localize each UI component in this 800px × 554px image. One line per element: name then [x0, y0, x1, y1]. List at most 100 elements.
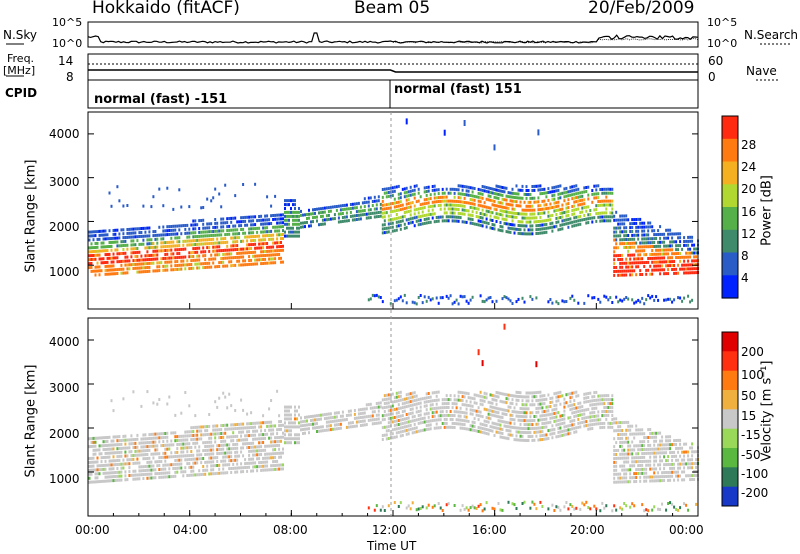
- heatmap-cell: [505, 210, 508, 214]
- heatmap-cell: [395, 216, 398, 220]
- heatmap-cell: [403, 211, 406, 214]
- heatmap-cell: [651, 294, 654, 298]
- heatmap-cell: [513, 231, 516, 235]
- heatmap-cell: [457, 410, 460, 414]
- heatmap-cell: [641, 229, 644, 233]
- heatmap-cell: [535, 507, 538, 511]
- heatmap-cell: [278, 241, 281, 245]
- heatmap-cell: [180, 267, 183, 271]
- heatmap-cell: [471, 190, 474, 194]
- heatmap-cell: [385, 405, 388, 409]
- heatmap-cell: [453, 215, 456, 219]
- heatmap-cell: [118, 199, 121, 203]
- heatmap-cell: [413, 422, 416, 426]
- heatmap-cell: [463, 427, 466, 431]
- heatmap-cell: [152, 436, 155, 440]
- heatmap-cell: [689, 263, 692, 267]
- heatmap-cell: [565, 222, 568, 226]
- heatmap-cell: [535, 399, 538, 403]
- heatmap-cell: [238, 255, 241, 259]
- heatmap-cell: [509, 405, 512, 409]
- heatmap-cell: [220, 432, 223, 435]
- heatmap-cell: [176, 236, 179, 240]
- heatmap-cell: [673, 260, 676, 263]
- heatmap-cell: [527, 423, 530, 427]
- heatmap-cell: [403, 187, 406, 191]
- heatmap-cell: [391, 217, 394, 221]
- heatmap-cell: [511, 215, 514, 219]
- heatmap-cell: [122, 397, 125, 401]
- heatmap-cell: [270, 257, 273, 261]
- heatmap-cell: [525, 399, 528, 403]
- heatmap-cell: [559, 418, 562, 422]
- heatmap-cell: [276, 467, 279, 471]
- heatmap-cell: [555, 220, 558, 224]
- heatmap-cell: [559, 402, 562, 406]
- heatmap-cell: [479, 426, 482, 430]
- vel-cb-tick-100: 100: [741, 368, 764, 382]
- heatmap-cell: [198, 469, 201, 473]
- heatmap-cell: [667, 244, 670, 248]
- heatmap-cell: [124, 259, 127, 263]
- heatmap-cell: [575, 426, 578, 430]
- heatmap-cell: [453, 300, 456, 304]
- heatmap-cell: [617, 437, 620, 440]
- heatmap-cell: [503, 412, 506, 416]
- heatmap-cell: [467, 508, 470, 512]
- heatmap-cell: [631, 245, 634, 249]
- heatmap-cell: [483, 300, 486, 304]
- heatmap-cell: [669, 232, 672, 236]
- heatmap-cell: [262, 258, 265, 261]
- heatmap-cell: [302, 424, 304, 428]
- heatmap-cell: [373, 207, 376, 211]
- heatmap-cell: [204, 460, 207, 464]
- heatmap-cell: [218, 452, 221, 455]
- heatmap-cell: [495, 212, 498, 216]
- heatmap-cell: [501, 217, 504, 221]
- heatmap-cell: [655, 248, 658, 252]
- heatmap-cell: [393, 416, 396, 419]
- heatmap-cell: [236, 454, 239, 458]
- heatmap-cell: [184, 255, 187, 259]
- heatmap-cell: [98, 249, 101, 253]
- heatmap-cell: [214, 233, 217, 237]
- heatmap-cell: [557, 188, 560, 192]
- heatmap-cell: [657, 244, 660, 248]
- heatmap-cell: [551, 416, 554, 420]
- heatmap-cell: [605, 207, 608, 211]
- heatmap-cell: [337, 427, 340, 430]
- heatmap-cell: [186, 462, 189, 466]
- heatmap-cell: [393, 189, 396, 193]
- heatmap-cell: [695, 271, 698, 275]
- heatmap-cell: [665, 244, 668, 248]
- heatmap-cell: [413, 192, 416, 196]
- heatmap-cell: [589, 415, 592, 419]
- heatmap-cell: [571, 212, 574, 216]
- heatmap-cell: [186, 239, 189, 243]
- heatmap-cell: [318, 429, 320, 433]
- heatmap-cell: [473, 393, 476, 397]
- heatmap-cell: [349, 207, 352, 210]
- heatmap-cell: [385, 226, 388, 230]
- heatmap-cell: [90, 230, 93, 234]
- heatmap-cell: [92, 464, 95, 468]
- heatmap-cell: [198, 234, 201, 238]
- heatmap-cell: [262, 250, 265, 254]
- heatmap-cell: [284, 413, 286, 417]
- heatmap-cell: [180, 232, 183, 236]
- heatmap-cell: [499, 423, 502, 427]
- heatmap-cell: [609, 410, 612, 413]
- heatmap-cell: [176, 232, 179, 236]
- heatmap-cell: [615, 453, 618, 456]
- heatmap-cell: [587, 506, 590, 509]
- heatmap-cell: [208, 242, 211, 246]
- heatmap-cell: [108, 447, 111, 451]
- heatmap-cell: [202, 254, 205, 258]
- heatmap-cell: [224, 443, 227, 447]
- heatmap-cell: [597, 410, 600, 414]
- heatmap-cell: [88, 262, 91, 266]
- heatmap-cell: [156, 249, 159, 253]
- heatmap-cell: [343, 215, 346, 219]
- heatmap-cell: [367, 414, 370, 418]
- heatmap-cell: [373, 211, 376, 215]
